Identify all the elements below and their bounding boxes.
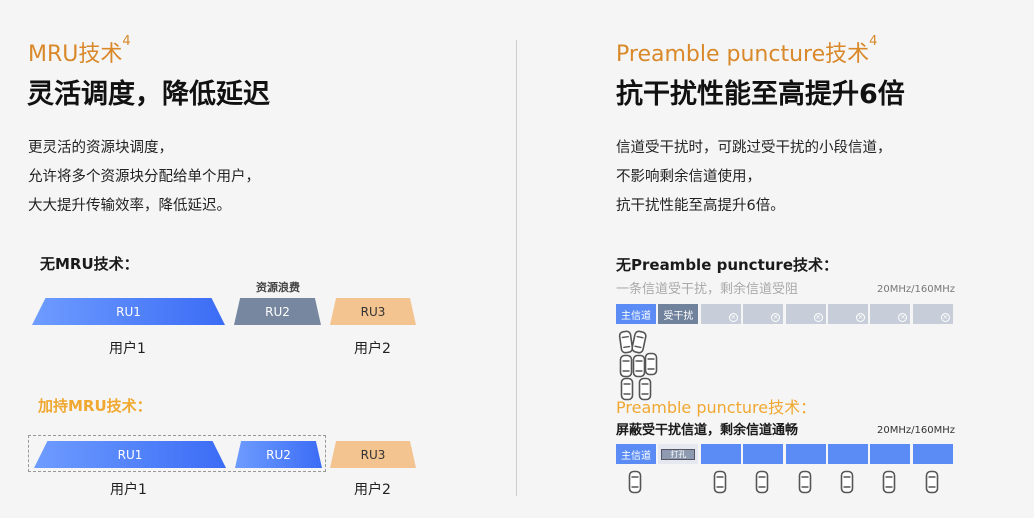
blocked-icon: × <box>771 313 781 322</box>
ru1-block: RU1 <box>32 298 225 325</box>
blocked-icon: × <box>813 313 823 322</box>
user1-label: 用户1 <box>110 482 147 498</box>
mru-heading: 灵活调度，降低延迟 <box>27 79 270 110</box>
blocked-icon: × <box>856 313 865 322</box>
mru-title: MRU技术4 <box>28 34 131 67</box>
ru1-block: RU1 <box>34 441 226 468</box>
waste-label: 资源浪费 <box>256 281 300 294</box>
punctured-label: 打孔 <box>661 448 696 460</box>
car-icon <box>882 470 896 494</box>
car-icon <box>925 470 939 494</box>
open-channel-cell <box>785 444 826 464</box>
blocked-icon: × <box>940 313 950 322</box>
mru-group-box <box>28 435 326 472</box>
divider <box>516 40 517 496</box>
blocked-channel-cell: × <box>785 304 826 324</box>
blocked-channel-cell: × <box>743 304 784 324</box>
open-channel-cell <box>743 444 784 464</box>
ru3-block: RU3 <box>330 441 416 468</box>
preamble-body: 信道受干扰时，可跳过受干扰的小段信道， 不影响剩余信道使用， 抗干扰性能至高提升6倍… <box>616 140 892 214</box>
car-icon <box>755 470 769 494</box>
main-channel-cell: 主信道 <box>616 444 656 464</box>
ru2-block: RU2 <box>234 298 321 325</box>
bandwidth-label: 20MHz/160MHz <box>877 284 955 295</box>
car-icon <box>632 354 646 378</box>
without-mru-label: 无MRU技术： <box>40 255 139 273</box>
ru2-block: RU2 <box>235 441 322 468</box>
user2-label: 用户2 <box>354 341 391 357</box>
ru3-block: RU3 <box>330 298 416 325</box>
car-icon <box>798 470 812 494</box>
car-icon <box>617 329 634 355</box>
user2-label: 用户2 <box>354 482 391 498</box>
with-desc: 屏蔽受干扰信道，剩余信道通畅 <box>616 423 799 438</box>
main-channel-cell: 主信道 <box>616 304 656 324</box>
bandwidth-label: 20MHz/160MHz <box>877 425 955 436</box>
preamble-title: Preamble puncture技术4 <box>616 34 878 67</box>
blocked-channel-cell: × <box>912 304 953 324</box>
open-channel-cell <box>828 444 868 464</box>
open-channel-cell <box>912 444 953 464</box>
blocked-channel-cell: × <box>828 304 868 324</box>
punctured-channel-cell: 打孔 <box>658 444 699 464</box>
without-preamble-label: 无Preamble puncture技术： <box>616 256 838 274</box>
car-icon <box>630 329 649 355</box>
open-channel-cell <box>700 444 741 464</box>
car-icon <box>628 470 642 494</box>
car-icon <box>713 470 727 494</box>
preamble-heading: 抗干扰性能至高提升6倍 <box>616 79 905 110</box>
car-icon <box>644 352 658 376</box>
mru-body: 更灵活的资源块调度， 允许将多个资源块分配给单个用户， 大大提升传输效率，降低延迟。 <box>28 140 260 214</box>
blocked-channel-cell: × <box>870 304 911 324</box>
with-preamble-label: Preamble puncture技术： <box>616 398 817 417</box>
interfered-channel-cell: 受干扰 <box>658 304 699 324</box>
blocked-icon: × <box>728 313 738 322</box>
car-icon <box>840 470 854 494</box>
car-icon <box>619 354 633 378</box>
blocked-channel-cell: × <box>700 304 741 324</box>
car-icon <box>620 377 634 401</box>
car-icon <box>638 377 652 401</box>
user1-label: 用户1 <box>109 341 146 357</box>
with-mru-label: 加持MRU技术： <box>38 397 152 415</box>
open-channel-cell <box>870 444 911 464</box>
blocked-icon: × <box>898 313 908 322</box>
without-desc: 一条信道受干扰，剩余信道受阻 <box>616 282 799 297</box>
